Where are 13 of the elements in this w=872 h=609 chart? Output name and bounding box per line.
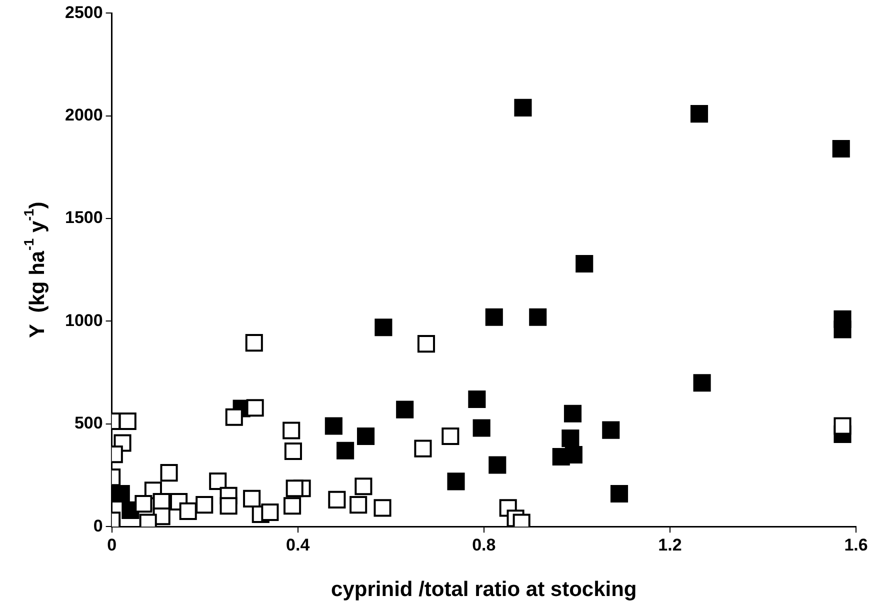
y-tick-label: 2500	[64, 2, 103, 22]
x-tick-label: 0	[107, 535, 117, 554]
y-tick-label: 0	[93, 516, 103, 536]
x-tick-label: 0.8	[472, 535, 496, 554]
y-tick-label: 1000	[64, 310, 103, 330]
y-tick-label: 500	[74, 414, 103, 433]
y-axis-title: Y (kg ha-1 y-1)	[21, 202, 49, 338]
x-tick-label: 1.6	[844, 535, 868, 554]
x-axis-title: cyprinid /total ratio at stocking	[331, 578, 637, 601]
x-tick-label: 1.2	[658, 535, 682, 554]
x-tick-label: 0.4	[286, 535, 310, 554]
y-tick-label: 1500	[64, 208, 103, 228]
y-tick-label: 2000	[64, 106, 103, 125]
